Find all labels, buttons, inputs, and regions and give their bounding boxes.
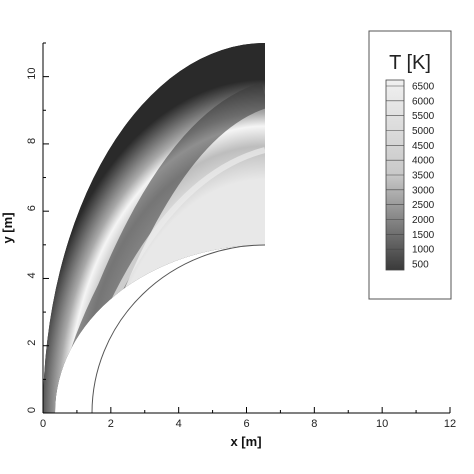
y-axis-label: y [m] — [0, 212, 15, 243]
colorbar-tick-label: 3000 — [412, 185, 435, 196]
colorbar-tick-label: 2500 — [412, 200, 435, 211]
colorbar-tick-label: 5000 — [412, 126, 435, 137]
colorbar-title: T [K] — [389, 52, 431, 74]
y-ticks: 0 2 4 6 8 10 — [26, 42, 49, 414]
body-surface — [91, 244, 266, 414]
colorbar-tick-label: 500 — [412, 260, 429, 271]
y-tick-label: 10 — [26, 68, 38, 80]
x-tick-label: 0 — [40, 418, 46, 430]
colorbar-tick-label: 2000 — [412, 215, 435, 226]
y-tick-label: 4 — [26, 272, 38, 278]
x-tick-label: 10 — [376, 418, 388, 430]
colorbar-tick-label: 1000 — [412, 245, 435, 256]
x-tick-label: 8 — [311, 418, 317, 430]
colorbar-tick-label: 4500 — [412, 141, 435, 152]
x-axis-label: x [m] — [230, 434, 261, 449]
x-tick-label: 4 — [176, 418, 182, 430]
colorbar-tick-label: 5500 — [412, 111, 435, 122]
x-ticks: 0 2 4 6 8 10 12 — [40, 407, 456, 430]
colorbar-tick-label: 4000 — [412, 156, 435, 167]
colorbar-ticks: 6500 6000 5500 5000 4500 4000 3500 3000 2500 2000… — [386, 82, 435, 271]
plot-area — [43, 43, 266, 414]
x-tick-label: 6 — [243, 418, 249, 430]
y-tick-label: 6 — [26, 205, 38, 211]
colorbar-frame — [368, 30, 452, 300]
x-tick-label: 2 — [108, 418, 114, 430]
x-tick-label: 12 — [444, 418, 456, 430]
colorbar-tick-label: 1500 — [412, 230, 435, 241]
colorbar-tick-label: 6000 — [412, 96, 435, 107]
axes: 0 2 4 6 8 10 12 0 2 4 6 8 10 x [m] y [m] — [0, 42, 456, 449]
y-tick-label: 0 — [26, 407, 38, 413]
colorbar-tick-label: 6500 — [412, 82, 435, 93]
y-tick-label: 2 — [26, 340, 38, 346]
colorbar-legend: T [K] 6500 6000 5500 5000 4500 4000 3500 3000 25… — [368, 30, 452, 300]
colorbar-tick-label: 3500 — [412, 171, 435, 182]
y-tick-label: 8 — [26, 138, 38, 144]
